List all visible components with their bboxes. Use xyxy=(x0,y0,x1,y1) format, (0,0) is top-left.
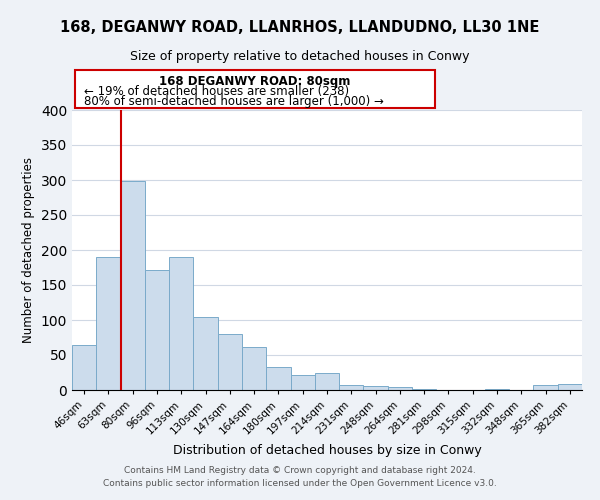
Bar xyxy=(485,388,509,390)
Text: Contains HM Land Registry data © Crown copyright and database right 2024.
Contai: Contains HM Land Registry data © Crown c… xyxy=(103,466,497,487)
Bar xyxy=(315,372,339,390)
X-axis label: Distribution of detached houses by size in Conwy: Distribution of detached houses by size … xyxy=(173,444,481,457)
Bar xyxy=(558,384,582,390)
Bar xyxy=(290,376,315,390)
Bar xyxy=(96,257,121,390)
Bar xyxy=(364,386,388,390)
Text: 80% of semi-detached houses are larger (1,000) →: 80% of semi-detached houses are larger (… xyxy=(84,95,384,108)
Bar xyxy=(145,270,169,390)
Bar xyxy=(388,387,412,390)
Text: 168 DEGANWY ROAD: 80sqm: 168 DEGANWY ROAD: 80sqm xyxy=(160,75,350,88)
Bar xyxy=(412,388,436,390)
Bar xyxy=(533,385,558,390)
Text: ← 19% of detached houses are smaller (238): ← 19% of detached houses are smaller (23… xyxy=(84,85,349,98)
Bar xyxy=(121,182,145,390)
Y-axis label: Number of detached properties: Number of detached properties xyxy=(22,157,35,343)
Bar xyxy=(242,346,266,390)
Bar xyxy=(169,257,193,390)
Bar xyxy=(266,367,290,390)
Text: Size of property relative to detached houses in Conwy: Size of property relative to detached ho… xyxy=(130,50,470,63)
Bar xyxy=(72,344,96,390)
Text: 168, DEGANWY ROAD, LLANRHOS, LLANDUDNO, LL30 1NE: 168, DEGANWY ROAD, LLANRHOS, LLANDUDNO, … xyxy=(61,20,539,35)
Bar xyxy=(339,385,364,390)
Bar xyxy=(193,317,218,390)
Bar xyxy=(218,334,242,390)
